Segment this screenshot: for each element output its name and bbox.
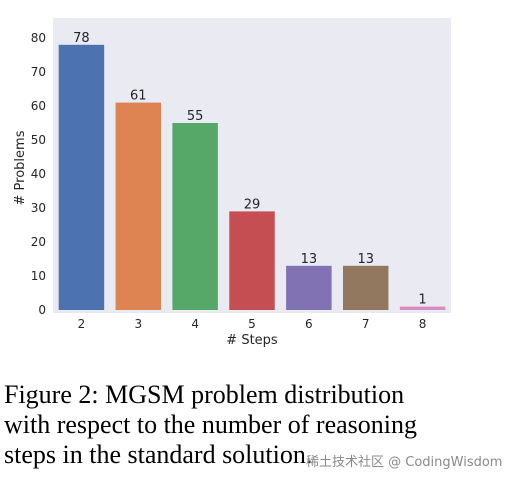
bar-value-label-4: 55: [187, 109, 204, 124]
x-tick-label-6: 6: [305, 317, 313, 331]
bar-4: [172, 123, 218, 310]
x-tick-label-2: 2: [78, 317, 86, 331]
y-axis-title: # Problems: [13, 130, 28, 205]
x-tick-label-5: 5: [248, 317, 256, 331]
watermark: 稀土技术社区 @ CodingWisdom: [306, 455, 503, 470]
bar-8: [399, 306, 446, 310]
y-tick-label-50: 50: [31, 133, 46, 147]
bar-2: [58, 44, 105, 311]
x-axis-title: # Steps: [226, 333, 278, 348]
bar-6: [286, 265, 332, 310]
y-tick-label-80: 80: [31, 31, 46, 45]
bar-value-label-7: 13: [357, 252, 374, 267]
bar-value-label-2: 78: [73, 31, 90, 46]
bar-3: [115, 102, 162, 310]
figure-caption: Figure 2: MGSM problem distribution with…: [4, 380, 474, 470]
x-tick-label-4: 4: [191, 317, 199, 331]
x-tick-label-8: 8: [419, 317, 427, 331]
bar-5: [229, 211, 275, 310]
y-tick-label-70: 70: [31, 65, 46, 79]
bar-value-label-5: 29: [244, 197, 261, 212]
y-tick-label-40: 40: [31, 167, 46, 181]
bar-value-label-8: 1: [418, 293, 426, 308]
caption-line-1: Figure 2: MGSM problem distribution: [4, 380, 405, 409]
bar-value-label-6: 13: [301, 252, 318, 267]
y-tick-label-60: 60: [31, 99, 46, 113]
x-tick-label-7: 7: [362, 317, 370, 331]
bar-7: [342, 265, 389, 310]
y-tick-label-30: 30: [31, 201, 46, 215]
y-tick-label-10: 10: [31, 269, 46, 283]
y-tick-label-20: 20: [31, 235, 46, 249]
x-tick-label-3: 3: [134, 317, 142, 331]
caption-line-3: steps in the standard solution.: [4, 440, 313, 469]
bar-value-label-3: 61: [130, 89, 147, 104]
caption-line-2: with respect to the number of reasoning: [4, 410, 417, 439]
y-tick-label-0: 0: [38, 303, 46, 317]
